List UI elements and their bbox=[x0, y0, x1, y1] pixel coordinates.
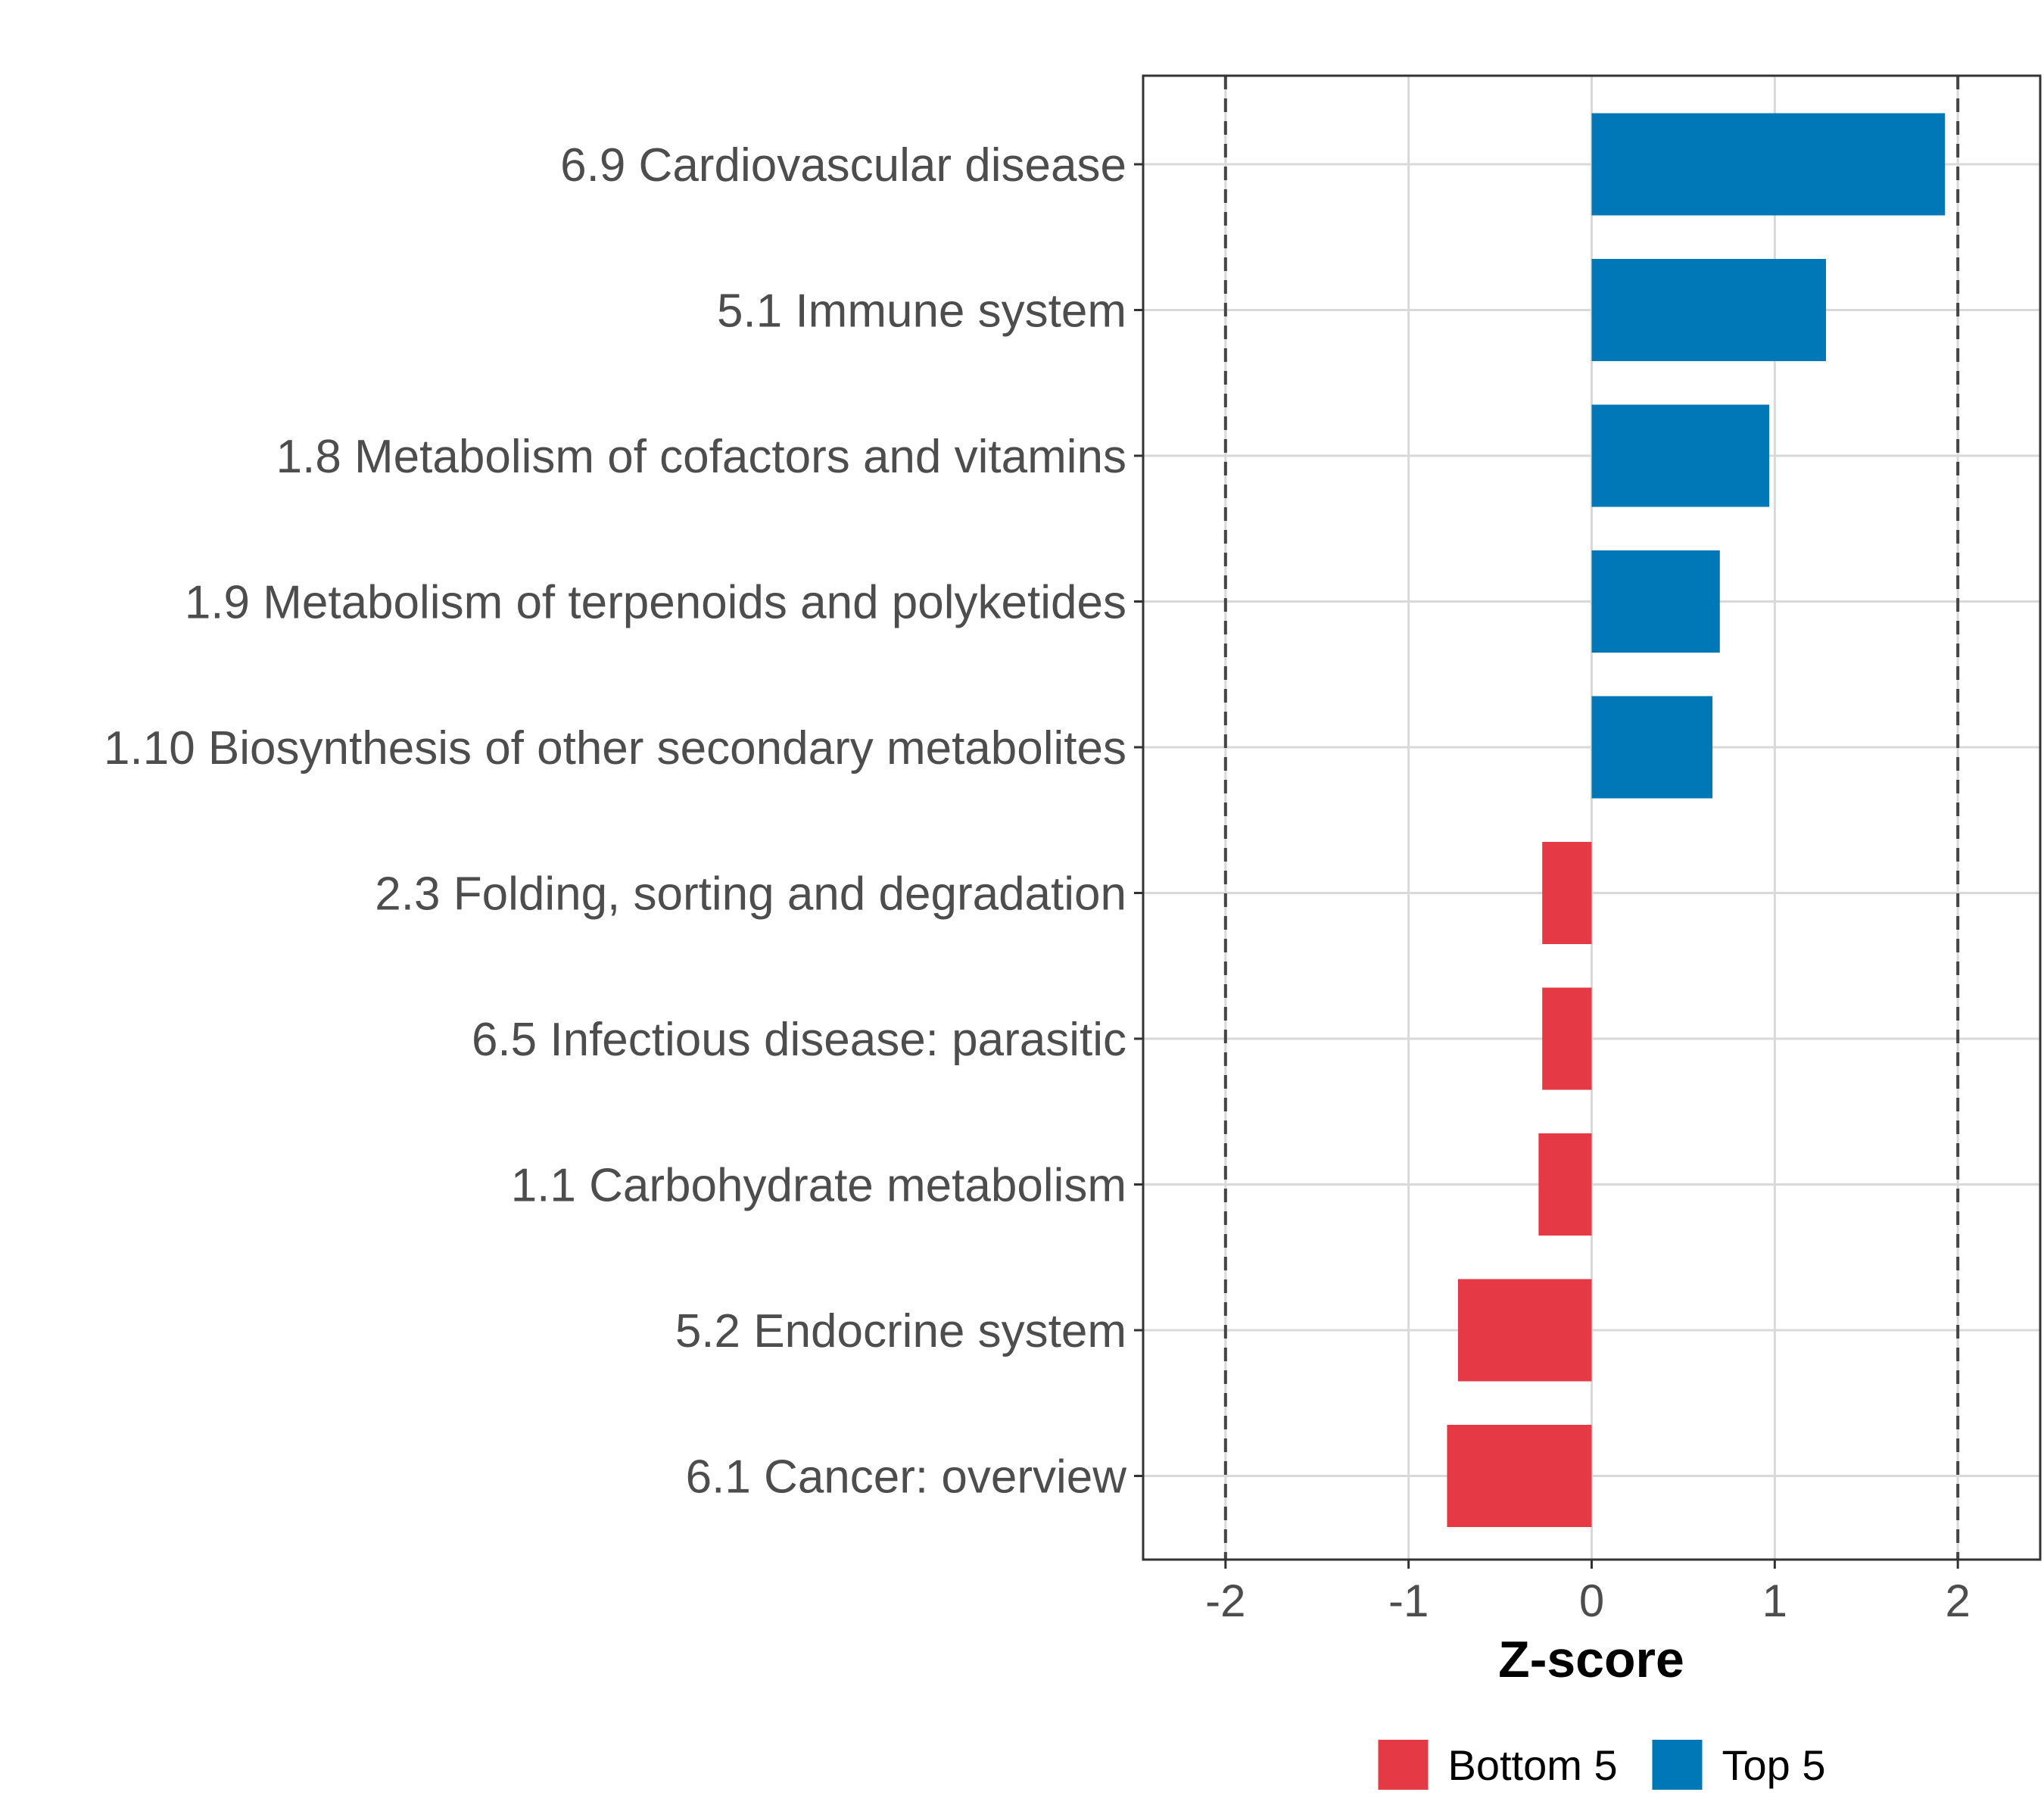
x-axis-title: Z-score bbox=[1498, 1631, 1684, 1688]
x-tick-label: 2 bbox=[1945, 1575, 1970, 1626]
bar bbox=[1542, 987, 1592, 1090]
bars bbox=[1447, 113, 1946, 1527]
legend-key bbox=[1652, 1740, 1703, 1790]
category-label: 1.8 Metabolism of cofactors and vitamins bbox=[276, 431, 1126, 483]
bar bbox=[1591, 404, 1770, 507]
bar bbox=[1538, 1133, 1592, 1236]
bar bbox=[1457, 1279, 1592, 1382]
x-axis: -2 -1 0 1 2 bbox=[1205, 1560, 1971, 1626]
x-tick-label: -2 bbox=[1205, 1575, 1245, 1626]
x-tick-label: 1 bbox=[1762, 1575, 1787, 1626]
legend-label: Top 5 bbox=[1722, 1741, 1826, 1789]
category-label: 1.10 Biosynthesis of other secondary met… bbox=[104, 722, 1126, 774]
category-label: 6.5 Infectious disease: parasitic bbox=[472, 1014, 1126, 1066]
category-label: 1.1 Carbohydrate metabolism bbox=[511, 1160, 1126, 1212]
x-tick-label: 0 bbox=[1579, 1575, 1604, 1626]
category-label: 5.1 Immune system bbox=[717, 285, 1126, 338]
x-tick-label: -1 bbox=[1388, 1575, 1429, 1626]
category-label: 6.1 Cancer: overview bbox=[686, 1451, 1127, 1504]
category-label: 1.9 Metabolism of terpenoids and polyket… bbox=[185, 577, 1126, 629]
legend: Bottom 5 Top 5 bbox=[1378, 1740, 1826, 1790]
bar bbox=[1591, 259, 1827, 361]
category-label: 6.9 Cardiovascular disease bbox=[560, 139, 1126, 192]
category-label: 5.2 Endocrine system bbox=[675, 1305, 1126, 1357]
reference-lines bbox=[1223, 76, 1960, 1560]
category-label: 2.3 Folding, sorting and degradation bbox=[375, 868, 1126, 921]
bar bbox=[1591, 113, 1946, 216]
legend-label: Bottom 5 bbox=[1448, 1741, 1618, 1789]
y-axis: 6.9 Cardiovascular disease 5.1 Immune sys… bbox=[104, 139, 1143, 1504]
bar bbox=[1591, 696, 1713, 799]
bar bbox=[1542, 842, 1592, 944]
bar bbox=[1447, 1425, 1592, 1527]
legend-key bbox=[1378, 1740, 1429, 1790]
bar bbox=[1591, 550, 1720, 653]
